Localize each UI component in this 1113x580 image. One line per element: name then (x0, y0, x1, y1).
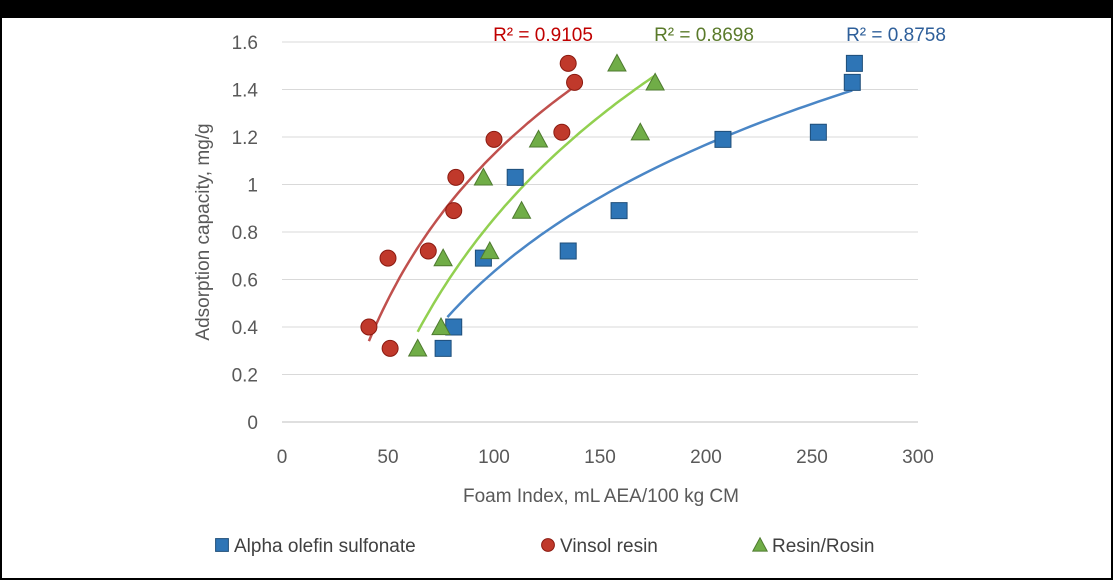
legend-triangle-icon (751, 536, 769, 552)
data-points (360, 53, 863, 357)
y-tick-labels: 0 0.2 0.4 0.6 0.8 1 1.2 1.4 1.6 (232, 33, 259, 434)
trendlines (367, 74, 853, 342)
trendline (367, 87, 574, 342)
triangle-point (431, 316, 451, 336)
r2-label: R² = 0.8698 (654, 25, 754, 46)
legend-label: Vinsol resin (560, 536, 658, 557)
triangle-point (630, 122, 651, 141)
x-tick-label: 150 (584, 447, 616, 468)
circle-point (381, 339, 399, 357)
y-tick-label: 1.2 (232, 128, 258, 149)
legend-square-icon (215, 538, 229, 552)
circle-point (360, 318, 378, 336)
x-tick-label: 100 (478, 447, 510, 468)
x-tick-label: 300 (902, 447, 934, 468)
y-tick-label: 0.2 (232, 366, 258, 387)
circle-point (553, 123, 571, 141)
x-tick-label: 0 (277, 447, 288, 468)
square-point (434, 339, 452, 357)
y-tick-label: 1.4 (232, 81, 259, 102)
circle-point (559, 54, 577, 72)
y-tick-label: 0 (247, 413, 258, 434)
x-tick-label: 250 (796, 447, 828, 468)
triangle-point (407, 338, 428, 357)
triangle-point (528, 129, 549, 148)
r2-label: R² = 0.9105 (493, 25, 593, 46)
legend-label: Resin/Rosin (772, 536, 874, 557)
square-point (610, 202, 628, 220)
legend: Alpha olefin sulfonate Vinsol resin Resin/… (215, 536, 874, 557)
circle-point (485, 130, 503, 148)
trendline (446, 89, 853, 318)
trendline (416, 74, 656, 333)
legend-circle-icon (541, 538, 555, 552)
triangle-point (433, 248, 453, 267)
triangle-point (607, 53, 627, 72)
legend-label: Alpha olefin sulfonate (234, 536, 416, 557)
circle-point (447, 168, 465, 186)
x-tick-labels: 0 50 100 150 200 250 300 (277, 447, 934, 468)
square-point (506, 168, 524, 186)
y-axis-title: Adsorption capacity, mg/g (193, 123, 214, 340)
x-axis-title: Foam Index, mL AEA/100 kg CM (463, 486, 739, 507)
x-tick-label: 200 (690, 447, 722, 468)
square-point (809, 123, 827, 141)
square-point (845, 54, 863, 72)
r2-label: R² = 0.8758 (846, 25, 946, 46)
triangle-point (645, 72, 665, 91)
triangle-point (479, 240, 500, 260)
y-tick-label: 0.4 (232, 318, 259, 339)
r2-labels: R² = 0.8758 R² = 0.9105 R² = 0.8698 (493, 25, 946, 46)
y-tick-label: 0.6 (232, 271, 258, 292)
circle-point (445, 202, 463, 220)
square-point (559, 242, 577, 260)
circle-point (566, 73, 584, 91)
y-tick-label: 1.6 (232, 33, 258, 54)
triangle-point (473, 167, 494, 186)
square-point (843, 73, 861, 91)
circle-point (419, 242, 437, 260)
y-tick-label: 1 (247, 176, 258, 197)
circle-point (379, 249, 397, 267)
x-tick-label: 50 (377, 447, 398, 468)
triangle-point (511, 200, 532, 219)
y-tick-label: 0.8 (232, 223, 258, 244)
square-point (714, 130, 732, 148)
